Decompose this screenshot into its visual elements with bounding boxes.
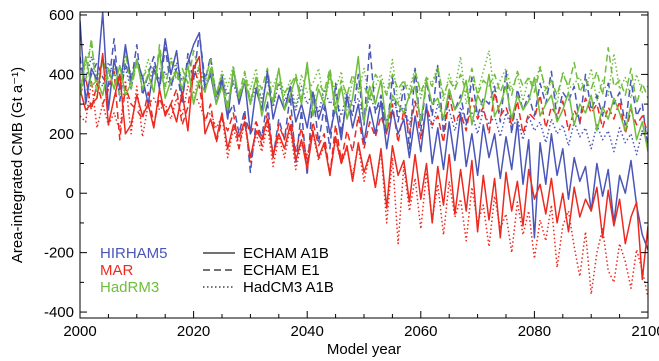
y-tick-label: 600: [49, 7, 74, 24]
series-hadrm3-hadcm3-a1b-line: [80, 43, 648, 111]
y-tick-label: 400: [49, 66, 74, 83]
series-hirham5-hadcm3-a1b-line: [80, 55, 648, 156]
series-mar-hadcm3-a1b-line: [80, 79, 648, 298]
series-mar-echam-e1-line: [80, 64, 648, 177]
series-hirham5-echam-a1b-line: [80, 12, 648, 250]
legend-scenario-echam-e1: ECHAM E1: [243, 262, 320, 279]
x-tick-label: 2040: [291, 323, 324, 340]
x-tick-label: 2020: [177, 323, 210, 340]
legend-model-hadrm3: HadRM3: [100, 279, 159, 296]
y-tick-label: -200: [44, 245, 74, 262]
x-tick-label: 2060: [404, 323, 437, 340]
y-tick-label: 0: [66, 185, 74, 202]
y-tick-label: 200: [49, 126, 74, 143]
series-layer: [80, 12, 648, 298]
series-mar-echam-a1b-line: [80, 52, 648, 281]
y-tick-label: -400: [44, 304, 74, 321]
legend-model-mar: MAR: [100, 262, 134, 279]
x-tick-label: 2000: [63, 323, 96, 340]
plot-frame: [79, 11, 649, 319]
ticks-layer: 2000 2020 2040 2060 2080 2100 -400 -200 0 200 400 6…: [44, 7, 659, 340]
x-tick-label: 2100: [631, 323, 659, 340]
legend-model-hirham5: HIRHAM5: [100, 245, 168, 262]
x-axis-label: Model year: [327, 341, 401, 358]
legend-scenario-echam-a1b: ECHAM A1B: [243, 245, 329, 262]
series-hadrm3-echam-a1b-line: [80, 49, 648, 152]
x-tick-label: 2080: [518, 323, 551, 340]
legend-scenario-hadcm3-a1b: HadCM3 A1B: [243, 279, 334, 296]
y-axis-label: Area-integrated CMB (Gt a⁻¹): [9, 67, 26, 263]
